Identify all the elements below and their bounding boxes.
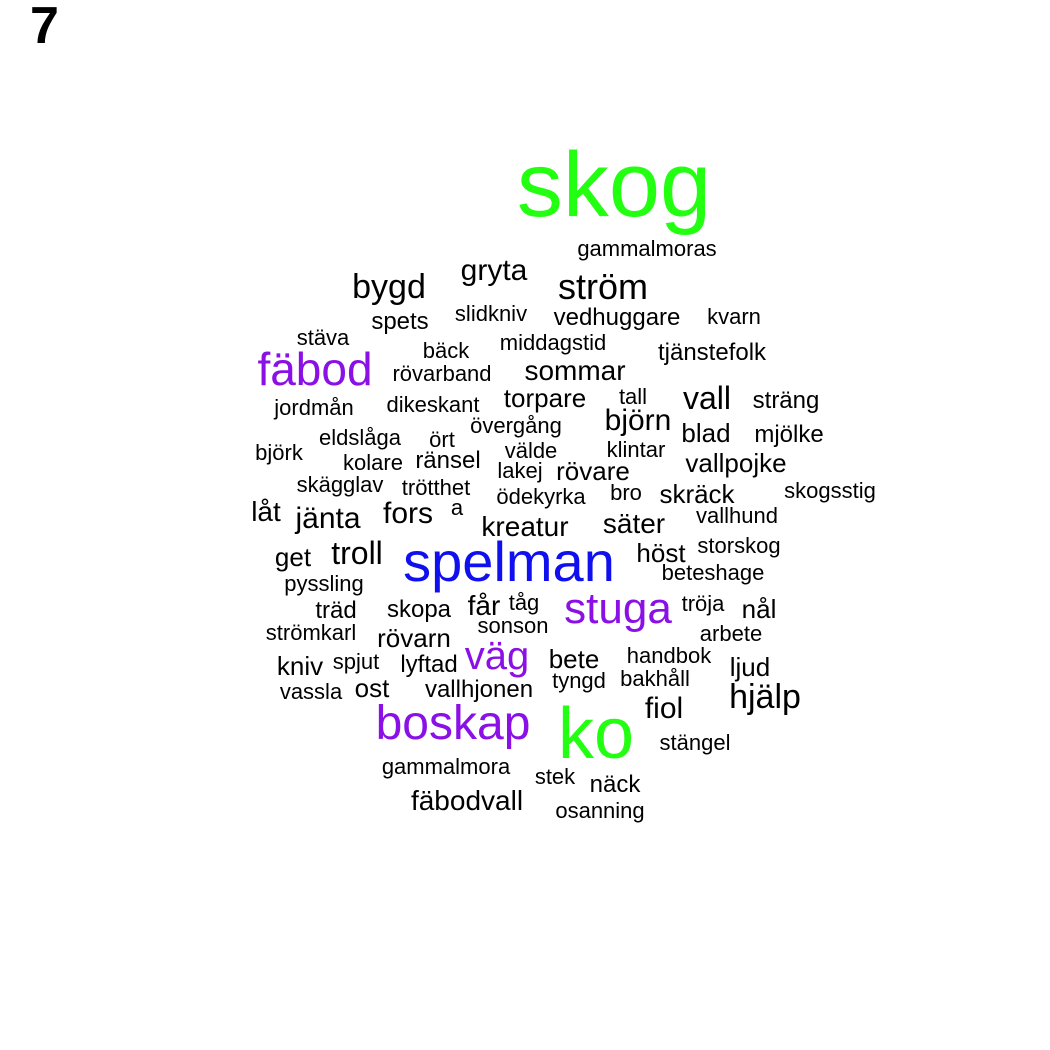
cloud-word: låt <box>251 496 281 527</box>
cloud-word: spelman <box>403 530 615 593</box>
cloud-word: väg <box>464 634 530 678</box>
cloud-word: boskap <box>375 697 531 750</box>
cloud-word: spjut <box>332 649 380 674</box>
cloud-word: slidkniv <box>454 301 528 326</box>
cloud-word: kniv <box>276 651 324 681</box>
cloud-word: arbete <box>699 621 763 646</box>
cloud-word: rövarn <box>377 623 451 653</box>
cloud-word: ödekyrka <box>496 484 586 509</box>
cloud-word: jordmån <box>274 395 354 420</box>
cloud-word: vall <box>682 380 732 416</box>
cloud-word: ränsel <box>415 447 481 474</box>
cloud-word: vallhund <box>696 503 778 528</box>
cloud-word: fäbodvall <box>410 785 524 816</box>
cloud-word: bete <box>548 644 600 674</box>
cloud-word: middagstid <box>499 330 607 355</box>
cloud-word: övergång <box>470 413 562 438</box>
cloud-word: fiol <box>644 692 684 725</box>
cloud-word: välde <box>504 438 558 463</box>
cloud-word: stuga <box>564 584 672 633</box>
cloud-word: bro <box>610 480 642 505</box>
cloud-word: sommar <box>524 355 626 386</box>
cloud-word: skräck <box>659 479 735 509</box>
cloud-word: ljud <box>729 652 771 682</box>
cloud-word: tall <box>618 384 648 409</box>
cloud-word: tåg <box>508 590 540 615</box>
cloud-word: rövare <box>556 456 630 486</box>
cloud-word: skopa <box>386 596 452 623</box>
cloud-word: björk <box>255 440 303 465</box>
cloud-word: ko <box>557 694 635 774</box>
cloud-word: björn <box>604 404 672 437</box>
cloud-word: strömkarl <box>265 620 357 645</box>
cloud-word: tjänstefolk <box>657 339 767 366</box>
cloud-word: pyssling <box>284 571 364 596</box>
cloud-word: bakhåll <box>620 666 690 691</box>
cloud-word: dikeskant <box>386 392 480 417</box>
cloud-word: tyngd <box>552 668 606 693</box>
cloud-word: torpare <box>503 383 587 413</box>
cloud-word: fors <box>382 497 434 530</box>
cloud-word: stängel <box>659 730 731 755</box>
cloud-word: kreatur <box>481 511 569 542</box>
cloud-word: kvarn <box>707 304 761 329</box>
cloud-word: skog <box>516 134 712 236</box>
cloud-word: storskog <box>697 533 781 558</box>
cloud-word: höst <box>636 538 686 568</box>
cloud-word: vallhjonen <box>424 676 534 703</box>
cloud-word: hjälp <box>729 678 801 716</box>
cloud-word: mjölke <box>754 421 824 448</box>
cloud-word: trötthet <box>401 475 471 500</box>
cloud-word: gammalmoras <box>577 236 717 261</box>
cloud-word: spets <box>371 308 429 335</box>
cloud-word: stäva <box>296 325 350 350</box>
cloud-word: kolare <box>343 450 403 475</box>
cloud-word: gammalmora <box>381 754 511 779</box>
cloud-word: osanning <box>555 798 645 823</box>
cloud-word: ström <box>558 266 648 307</box>
cloud-word: ost <box>354 673 390 703</box>
cloud-word: nål <box>741 594 777 624</box>
cloud-word: handbok <box>626 643 712 668</box>
cloud-word: ört <box>429 427 455 452</box>
cloud-word: klintar <box>606 437 666 462</box>
cloud-word: bäck <box>422 338 470 363</box>
cloud-word: blad <box>681 418 731 448</box>
cloud-word: vedhuggare <box>553 304 681 331</box>
cloud-word: jänta <box>295 502 361 535</box>
cloud-word: bygd <box>352 268 426 306</box>
cloud-word: tröja <box>681 591 725 616</box>
cloud-word: stek <box>534 764 576 789</box>
cloud-word: får <box>467 590 501 621</box>
cloud-word: get <box>274 542 312 572</box>
cloud-word: näck <box>589 771 641 798</box>
cloud-word: vassla <box>279 679 343 704</box>
cloud-word: beteshage <box>661 560 765 585</box>
cloud-word: vallpojke <box>685 448 787 478</box>
cloud-word: lyftad <box>400 651 458 678</box>
cloud-word: troll <box>331 535 383 571</box>
cloud-word: eldslåga <box>319 425 401 450</box>
cloud-word: sonson <box>477 613 549 638</box>
cloud-word: fäbod <box>257 343 373 395</box>
cloud-word: sträng <box>752 387 820 414</box>
cloud-word: säter <box>602 508 666 539</box>
cloud-word: skägglav <box>296 472 384 497</box>
cloud-word: lakej <box>497 458 543 483</box>
cloud-word: rövarband <box>392 361 492 386</box>
cloud-word: träd <box>315 597 357 624</box>
cloud-word: skogsstig <box>784 478 876 503</box>
cloud-word: gryta <box>460 254 528 287</box>
panel-label: 7 <box>30 0 59 55</box>
cloud-word: a <box>450 495 464 520</box>
